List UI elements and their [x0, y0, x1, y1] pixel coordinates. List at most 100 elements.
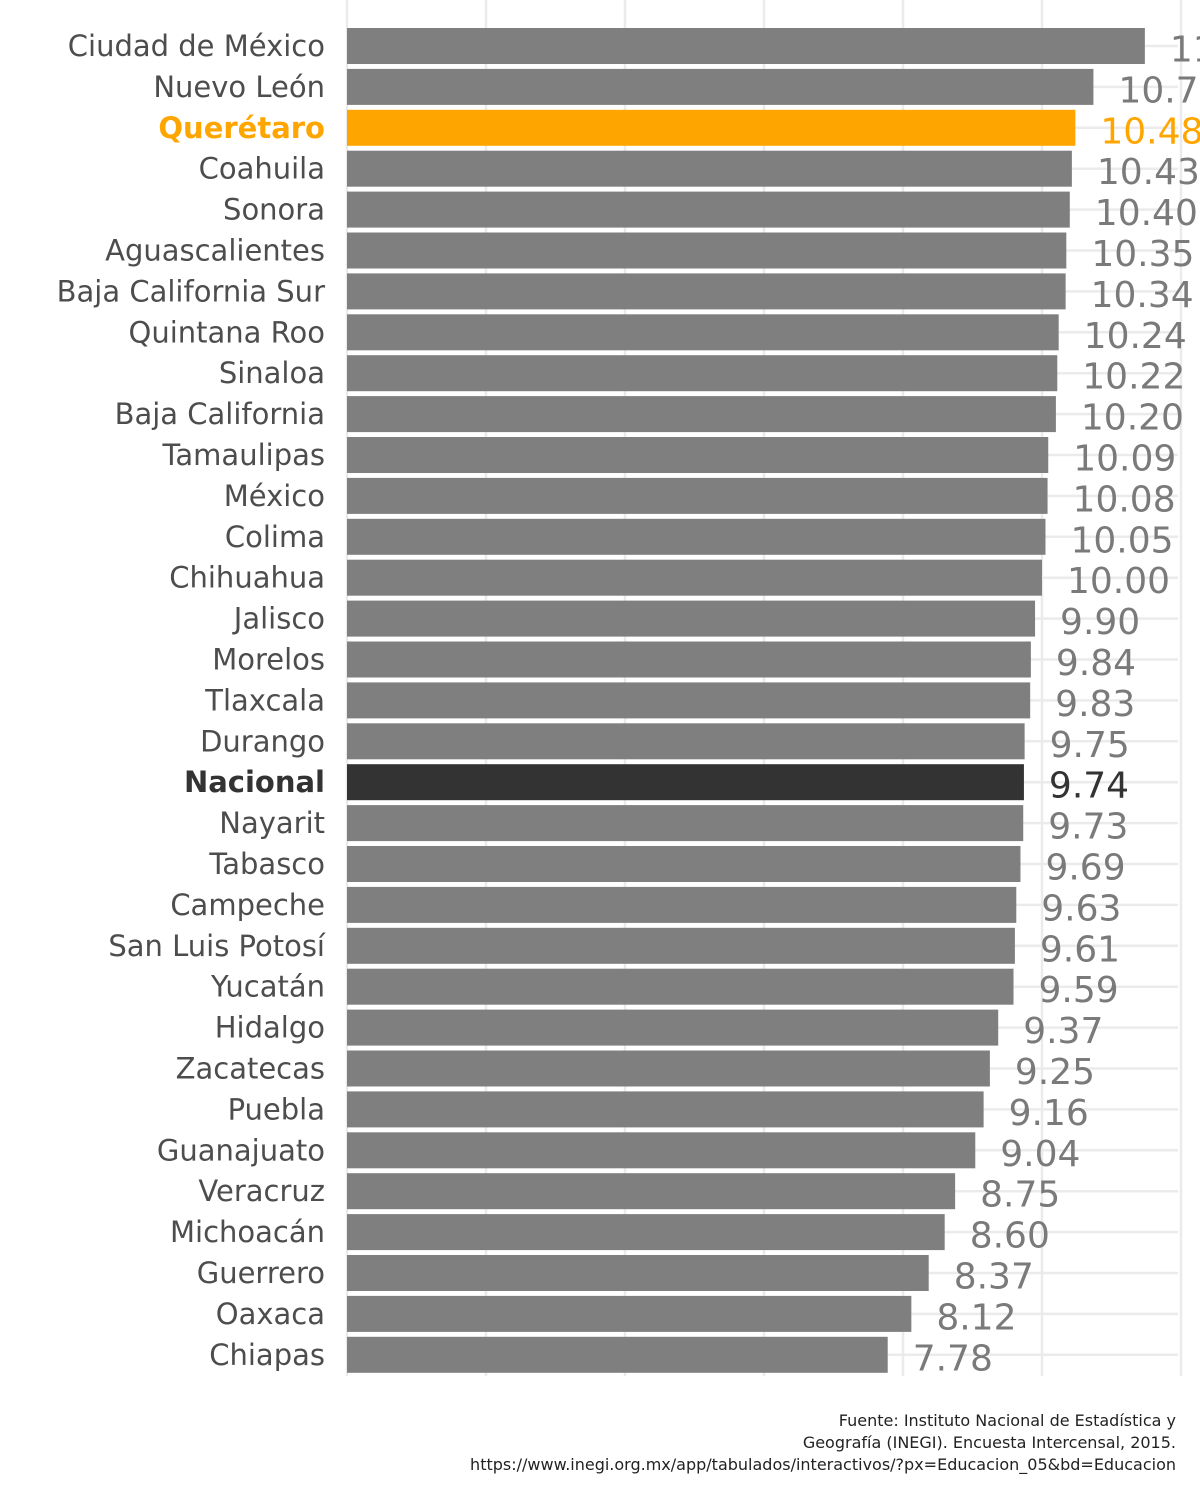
bar-12 — [347, 518, 1046, 555]
category-label-12: Colima — [225, 520, 325, 554]
value-label-19: 9.73 — [1048, 807, 1128, 848]
value-label-31: 8.12 — [936, 1297, 1016, 1338]
category-label-22: San Luis Potosí — [108, 929, 326, 963]
value-label-6: 10.34 — [1091, 275, 1194, 316]
value-label-29: 8.60 — [970, 1216, 1050, 1257]
value-label-24: 9.37 — [1023, 1011, 1103, 1052]
value-label-11: 10.08 — [1073, 479, 1176, 520]
value-label-18: 9.74 — [1049, 766, 1129, 807]
value-label-17: 9.75 — [1050, 725, 1130, 766]
value-label-20: 9.69 — [1045, 848, 1125, 889]
value-label-16: 9.83 — [1055, 684, 1135, 725]
category-label-5: Aguascalientes — [105, 234, 325, 268]
bar-22 — [347, 927, 1015, 964]
bar-19 — [347, 805, 1024, 842]
category-labels: Ciudad de México Nuevo León Querétaro Coahu… — [57, 29, 326, 1372]
bar-23 — [347, 968, 1014, 1005]
category-label-23: Yucatán — [210, 970, 325, 1004]
value-label-7: 10.24 — [1084, 316, 1187, 357]
category-label-17: Durango — [200, 724, 325, 758]
source-line-3: https://www.inegi.org.mx/app/tabulados/i… — [470, 1455, 1176, 1474]
category-label-29: Michoacán — [170, 1215, 325, 1249]
value-label-23: 9.59 — [1039, 970, 1119, 1011]
bar-7 — [347, 314, 1059, 351]
bar-27 — [347, 1132, 976, 1169]
bar-17 — [347, 723, 1025, 760]
category-label-9: Baja California — [115, 397, 325, 431]
bar-20 — [347, 846, 1021, 882]
category-label-7: Quintana Roo — [129, 315, 326, 349]
bar-16 — [347, 682, 1031, 719]
source-line-1: Fuente: Instituto Nacional de Estadístic… — [838, 1411, 1176, 1430]
category-label-32: Chiapas — [209, 1338, 325, 1372]
source-line-2: Geografía (INEGI). Encuesta Intercensal,… — [802, 1433, 1176, 1452]
value-label-21: 9.63 — [1041, 888, 1121, 929]
bar-6 — [347, 273, 1066, 310]
bar-4 — [347, 191, 1070, 228]
value-label-27: 9.04 — [1000, 1134, 1080, 1175]
bar-29 — [347, 1214, 945, 1251]
bar-31 — [347, 1295, 912, 1332]
category-label-26: Puebla — [228, 1092, 325, 1126]
category-label-20: Tabasco — [208, 847, 325, 881]
category-label-25: Zacatecas — [176, 1052, 325, 1086]
bar-1 — [347, 68, 1094, 105]
value-label-32: 7.78 — [913, 1338, 993, 1379]
category-label-14: Jalisco — [232, 602, 325, 636]
category-label-24: Hidalgo — [215, 1011, 325, 1045]
category-label-0: Ciudad de México — [68, 29, 325, 63]
bar-8 — [347, 355, 1058, 392]
category-label-2: Querétaro — [158, 111, 325, 145]
bar-25 — [347, 1050, 990, 1087]
value-label-28: 8.75 — [980, 1175, 1060, 1216]
category-label-10: Tamaulipas — [162, 438, 326, 472]
value-label-1: 10.74 — [1118, 70, 1200, 111]
bar-0 — [347, 28, 1145, 64]
category-label-15: Morelos — [212, 643, 325, 677]
value-label-22: 9.61 — [1040, 929, 1120, 970]
category-label-30: Guerrero — [197, 1256, 325, 1290]
category-label-6: Baja California Sur — [57, 274, 325, 308]
value-label-5: 10.35 — [1091, 234, 1194, 275]
bars — [347, 28, 1145, 1373]
value-label-14: 9.90 — [1060, 602, 1140, 643]
value-label-3: 10.43 — [1097, 152, 1200, 193]
category-label-31: Oaxaca — [216, 1297, 325, 1331]
value-label-13: 10.00 — [1067, 561, 1170, 602]
bar-9 — [347, 396, 1056, 433]
category-label-3: Coahuila — [199, 152, 325, 186]
category-label-21: Campeche — [170, 888, 325, 922]
bar-21 — [347, 886, 1017, 923]
value-label-15: 9.84 — [1056, 643, 1136, 684]
bar-3 — [347, 150, 1072, 187]
value-label-30: 8.37 — [954, 1257, 1034, 1298]
category-label-13: Chihuahua — [169, 561, 325, 595]
value-label-12: 10.05 — [1070, 520, 1173, 561]
category-label-1: Nuevo León — [153, 70, 325, 104]
bar-14 — [347, 600, 1036, 637]
category-label-28: Veracruz — [198, 1174, 325, 1208]
bar-13 — [347, 559, 1042, 596]
category-label-16: Tlaxcala — [204, 683, 325, 717]
bar-10 — [347, 437, 1049, 473]
category-label-11: México — [224, 479, 325, 513]
bar-30 — [347, 1255, 929, 1291]
category-label-19: Nayarit — [219, 806, 325, 840]
value-label-2: 10.48 — [1100, 111, 1200, 152]
bar-28 — [347, 1173, 956, 1210]
value-label-9: 10.20 — [1081, 398, 1184, 439]
bar-11 — [347, 477, 1048, 514]
bar-24 — [347, 1009, 999, 1046]
value-label-25: 9.25 — [1015, 1052, 1095, 1093]
category-label-8: Sinaloa — [219, 356, 325, 390]
bar-15 — [347, 641, 1031, 678]
category-label-4: Sonora — [223, 193, 325, 227]
category-label-18: Nacional — [184, 765, 325, 799]
value-label-10: 10.09 — [1073, 439, 1176, 480]
value-labels: 11.4810.7410.4810.4310.4010.3510.3410.24… — [913, 30, 1200, 1380]
bar-5 — [347, 232, 1067, 269]
value-label-4: 10.40 — [1095, 193, 1198, 234]
category-label-27: Guanajuato — [157, 1133, 325, 1167]
bar-32 — [347, 1336, 888, 1373]
